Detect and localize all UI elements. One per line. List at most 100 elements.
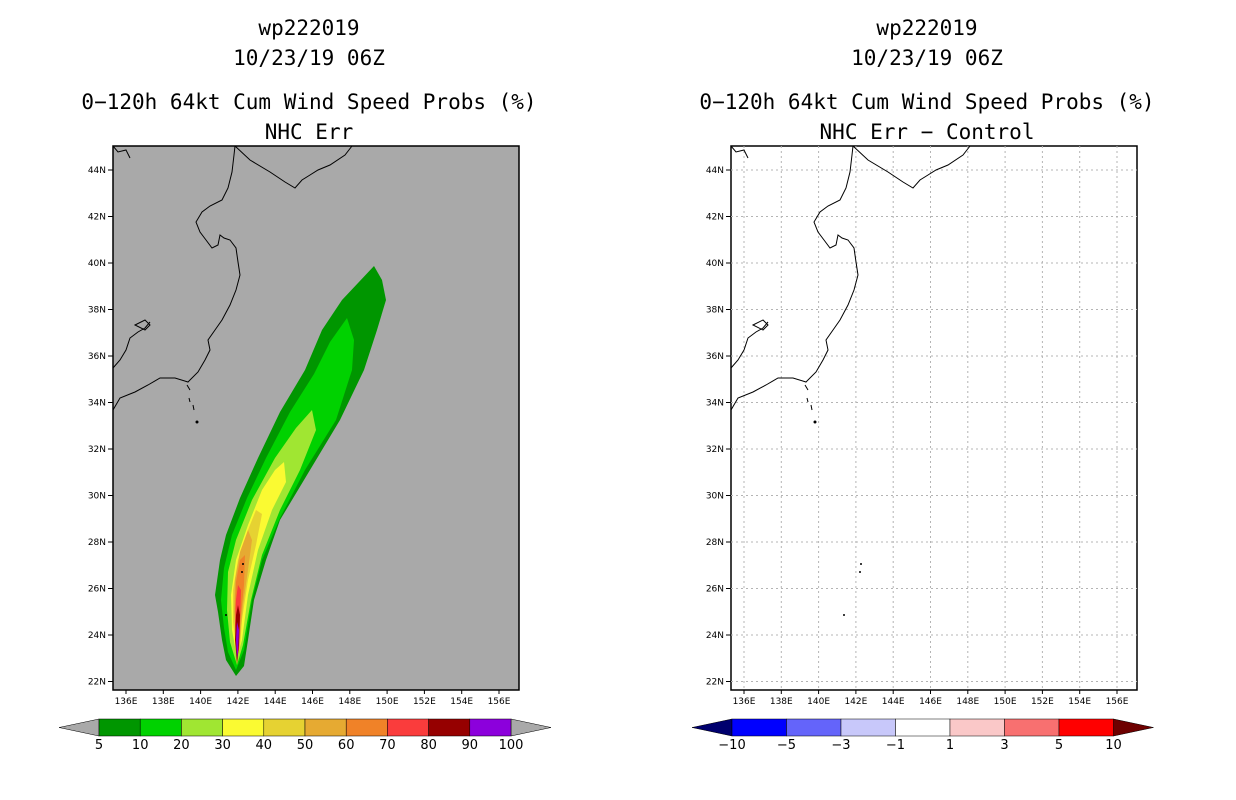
coastlines bbox=[730, 145, 971, 411]
lat-label: 38N bbox=[88, 306, 106, 316]
lon-label: 148E bbox=[956, 697, 979, 707]
lat-label: 44N bbox=[88, 166, 106, 176]
colorbar-label: −10 bbox=[718, 738, 745, 753]
lat-label: 22N bbox=[88, 678, 106, 688]
lat-label: 22N bbox=[706, 678, 724, 688]
lon-tick-labels: 136E 138E 140E 142E 144E 146E 148E 150E 152E 154E… bbox=[115, 690, 511, 707]
lon-tick-labels: 136E 138E 140E 142E 144E 146E 148E 150E 152E 154E… bbox=[733, 690, 1129, 707]
lat-label: 32N bbox=[88, 445, 106, 455]
lon-label: 142E bbox=[226, 697, 249, 707]
colorbar-label: −5 bbox=[777, 738, 796, 753]
colorbar-label: 60 bbox=[338, 738, 355, 753]
island bbox=[242, 563, 244, 565]
lat-label: 42N bbox=[706, 213, 724, 223]
colorbar-segment bbox=[345, 718, 388, 737]
lon-label: 156E bbox=[488, 697, 511, 707]
lon-label: 142E bbox=[844, 697, 867, 707]
colorbar-label: 80 bbox=[420, 738, 437, 753]
lat-label: 34N bbox=[88, 399, 106, 409]
coastlines bbox=[112, 145, 353, 411]
lon-label: 156E bbox=[1106, 697, 1129, 707]
island bbox=[843, 614, 845, 616]
subtitle: NHC Err − Control bbox=[819, 120, 1035, 144]
colorbar: 5 10 20 30 40 50 60 70 80 90 100 bbox=[58, 718, 552, 753]
island bbox=[225, 614, 227, 616]
lon-label: 140E bbox=[807, 697, 830, 707]
colorbar-segment bbox=[304, 718, 347, 737]
colorbar-segment bbox=[895, 718, 951, 737]
lon-label: 150E bbox=[376, 697, 399, 707]
storm-id: wp222019 bbox=[876, 16, 978, 40]
colorbar-label: 5 bbox=[1055, 738, 1063, 753]
colorbar-segment bbox=[469, 718, 512, 737]
colorbar-label: 3 bbox=[1000, 738, 1008, 753]
lat-label: 44N bbox=[706, 166, 724, 176]
gridlines bbox=[731, 146, 1137, 690]
island bbox=[813, 420, 817, 424]
right-panel: wp222019 10/23/19 06Z 0−120h 64kt Cum Wi… bbox=[618, 0, 1236, 800]
colorbar-label: 90 bbox=[462, 738, 479, 753]
island bbox=[859, 571, 861, 573]
lat-label: 26N bbox=[706, 585, 724, 595]
datetime: 10/23/19 06Z bbox=[233, 46, 385, 70]
left-panel: wp222019 10/23/19 06Z 0−120h 64kt Cum Wi… bbox=[58, 16, 552, 753]
lon-label: 146E bbox=[301, 697, 324, 707]
colorbar-over-triangle bbox=[1113, 718, 1154, 737]
lat-label: 24N bbox=[88, 631, 106, 641]
lon-label: 148E bbox=[338, 697, 361, 707]
subtitle: NHC Err bbox=[264, 120, 354, 144]
colorbar-label: 40 bbox=[256, 738, 273, 753]
lat-label: 28N bbox=[706, 538, 724, 548]
lat-label: 30N bbox=[88, 492, 106, 502]
colorbar-segment bbox=[387, 718, 429, 737]
right-map: 44N 42N 40N 38N 36N 34N 32N 30N 28N 26N 24N 22N 136… bbox=[691, 145, 1154, 753]
lat-label: 28N bbox=[88, 538, 106, 548]
colorbar-label: 70 bbox=[379, 738, 396, 753]
datetime: 10/23/19 06Z bbox=[851, 46, 1003, 70]
colorbar-segment bbox=[1004, 718, 1060, 737]
lat-label: 36N bbox=[88, 352, 106, 362]
colorbar-label: −1 bbox=[886, 738, 905, 753]
colorbar-segment bbox=[840, 718, 896, 737]
map-frame bbox=[730, 145, 1138, 691]
left-map: 44N 42N 40N 38N 36N 34N 32N 30N 28N 26N 24N 22N 136… bbox=[58, 145, 552, 753]
colorbar-segment bbox=[263, 718, 306, 737]
colorbar-label: 20 bbox=[173, 738, 190, 753]
lat-label: 30N bbox=[706, 492, 724, 502]
lon-label: 144E bbox=[882, 697, 905, 707]
colorbar-label: 100 bbox=[499, 738, 524, 753]
lat-label: 24N bbox=[706, 631, 724, 641]
lat-label: 32N bbox=[706, 445, 724, 455]
contour-30 bbox=[231, 462, 286, 658]
colorbar-segment bbox=[181, 718, 223, 737]
colorbar-segment bbox=[731, 718, 787, 737]
lon-label: 154E bbox=[1068, 697, 1091, 707]
island bbox=[241, 571, 243, 573]
lat-tick-labels: 44N 42N 40N 38N 36N 34N 32N 30N 28N 26N 24N 22N bbox=[706, 166, 731, 688]
lon-label: 136E bbox=[115, 697, 138, 707]
lat-label: 34N bbox=[706, 399, 724, 409]
storm-id: wp222019 bbox=[258, 16, 360, 40]
lat-label: 40N bbox=[706, 259, 724, 269]
lon-label: 140E bbox=[189, 697, 212, 707]
lon-label: 154E bbox=[450, 697, 473, 707]
colorbar-label: 1 bbox=[946, 738, 954, 753]
lon-label: 146E bbox=[919, 697, 942, 707]
colorbar-under-triangle bbox=[691, 718, 733, 737]
lat-label: 26N bbox=[88, 585, 106, 595]
lon-label: 150E bbox=[994, 697, 1017, 707]
lon-label: 136E bbox=[733, 697, 756, 707]
colorbar-segment bbox=[1058, 718, 1114, 737]
island bbox=[860, 563, 862, 565]
colorbar-segment bbox=[98, 718, 141, 737]
colorbar-over-triangle bbox=[510, 718, 552, 737]
lat-label: 36N bbox=[706, 352, 724, 362]
colorbar-under-triangle bbox=[58, 718, 100, 737]
contour-90 bbox=[236, 622, 239, 658]
colorbar-segment bbox=[222, 718, 265, 737]
colorbar-segment bbox=[428, 718, 471, 737]
colorbar-label: 10 bbox=[1105, 738, 1122, 753]
colorbar-label: 50 bbox=[297, 738, 314, 753]
colorbar-segment bbox=[786, 718, 842, 737]
colorbar-segment bbox=[949, 718, 1005, 737]
